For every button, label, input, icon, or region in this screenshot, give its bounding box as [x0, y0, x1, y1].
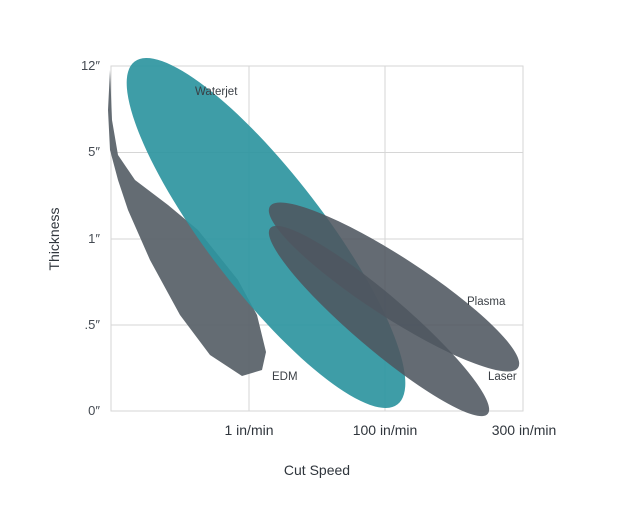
- region-waterjet: [126, 58, 406, 408]
- region-laser: [268, 225, 490, 417]
- region-plasma: [268, 202, 520, 372]
- x-ticks: 1 in/min 100 in/min 300 in/min: [224, 422, 556, 438]
- y-tick-12: 12″: [81, 58, 100, 73]
- label-waterjet: Waterjet: [195, 86, 238, 98]
- x-tick-300-in-min: 300 in/min: [492, 422, 557, 438]
- y-tick-half: .5″: [85, 317, 101, 332]
- region-labels: Waterjet Plasma Laser EDM: [195, 86, 517, 383]
- y-tick-5: 5″: [88, 144, 100, 159]
- x-axis-label: Cut Speed: [284, 462, 350, 478]
- y-tick-1: 1″: [88, 231, 100, 246]
- label-laser: Laser: [488, 371, 517, 383]
- y-ticks: 0″ .5″ 1″ 5″ 12″: [81, 58, 100, 418]
- region-edm: [108, 70, 266, 376]
- regions: [108, 58, 520, 417]
- label-edm: EDM: [272, 371, 298, 383]
- x-tick-1-in-min: 1 in/min: [224, 422, 273, 438]
- x-tick-100-in-min: 100 in/min: [353, 422, 418, 438]
- y-axis-label: Thickness: [46, 207, 62, 270]
- y-tick-0: 0″: [88, 403, 100, 418]
- label-plasma: Plasma: [467, 296, 506, 308]
